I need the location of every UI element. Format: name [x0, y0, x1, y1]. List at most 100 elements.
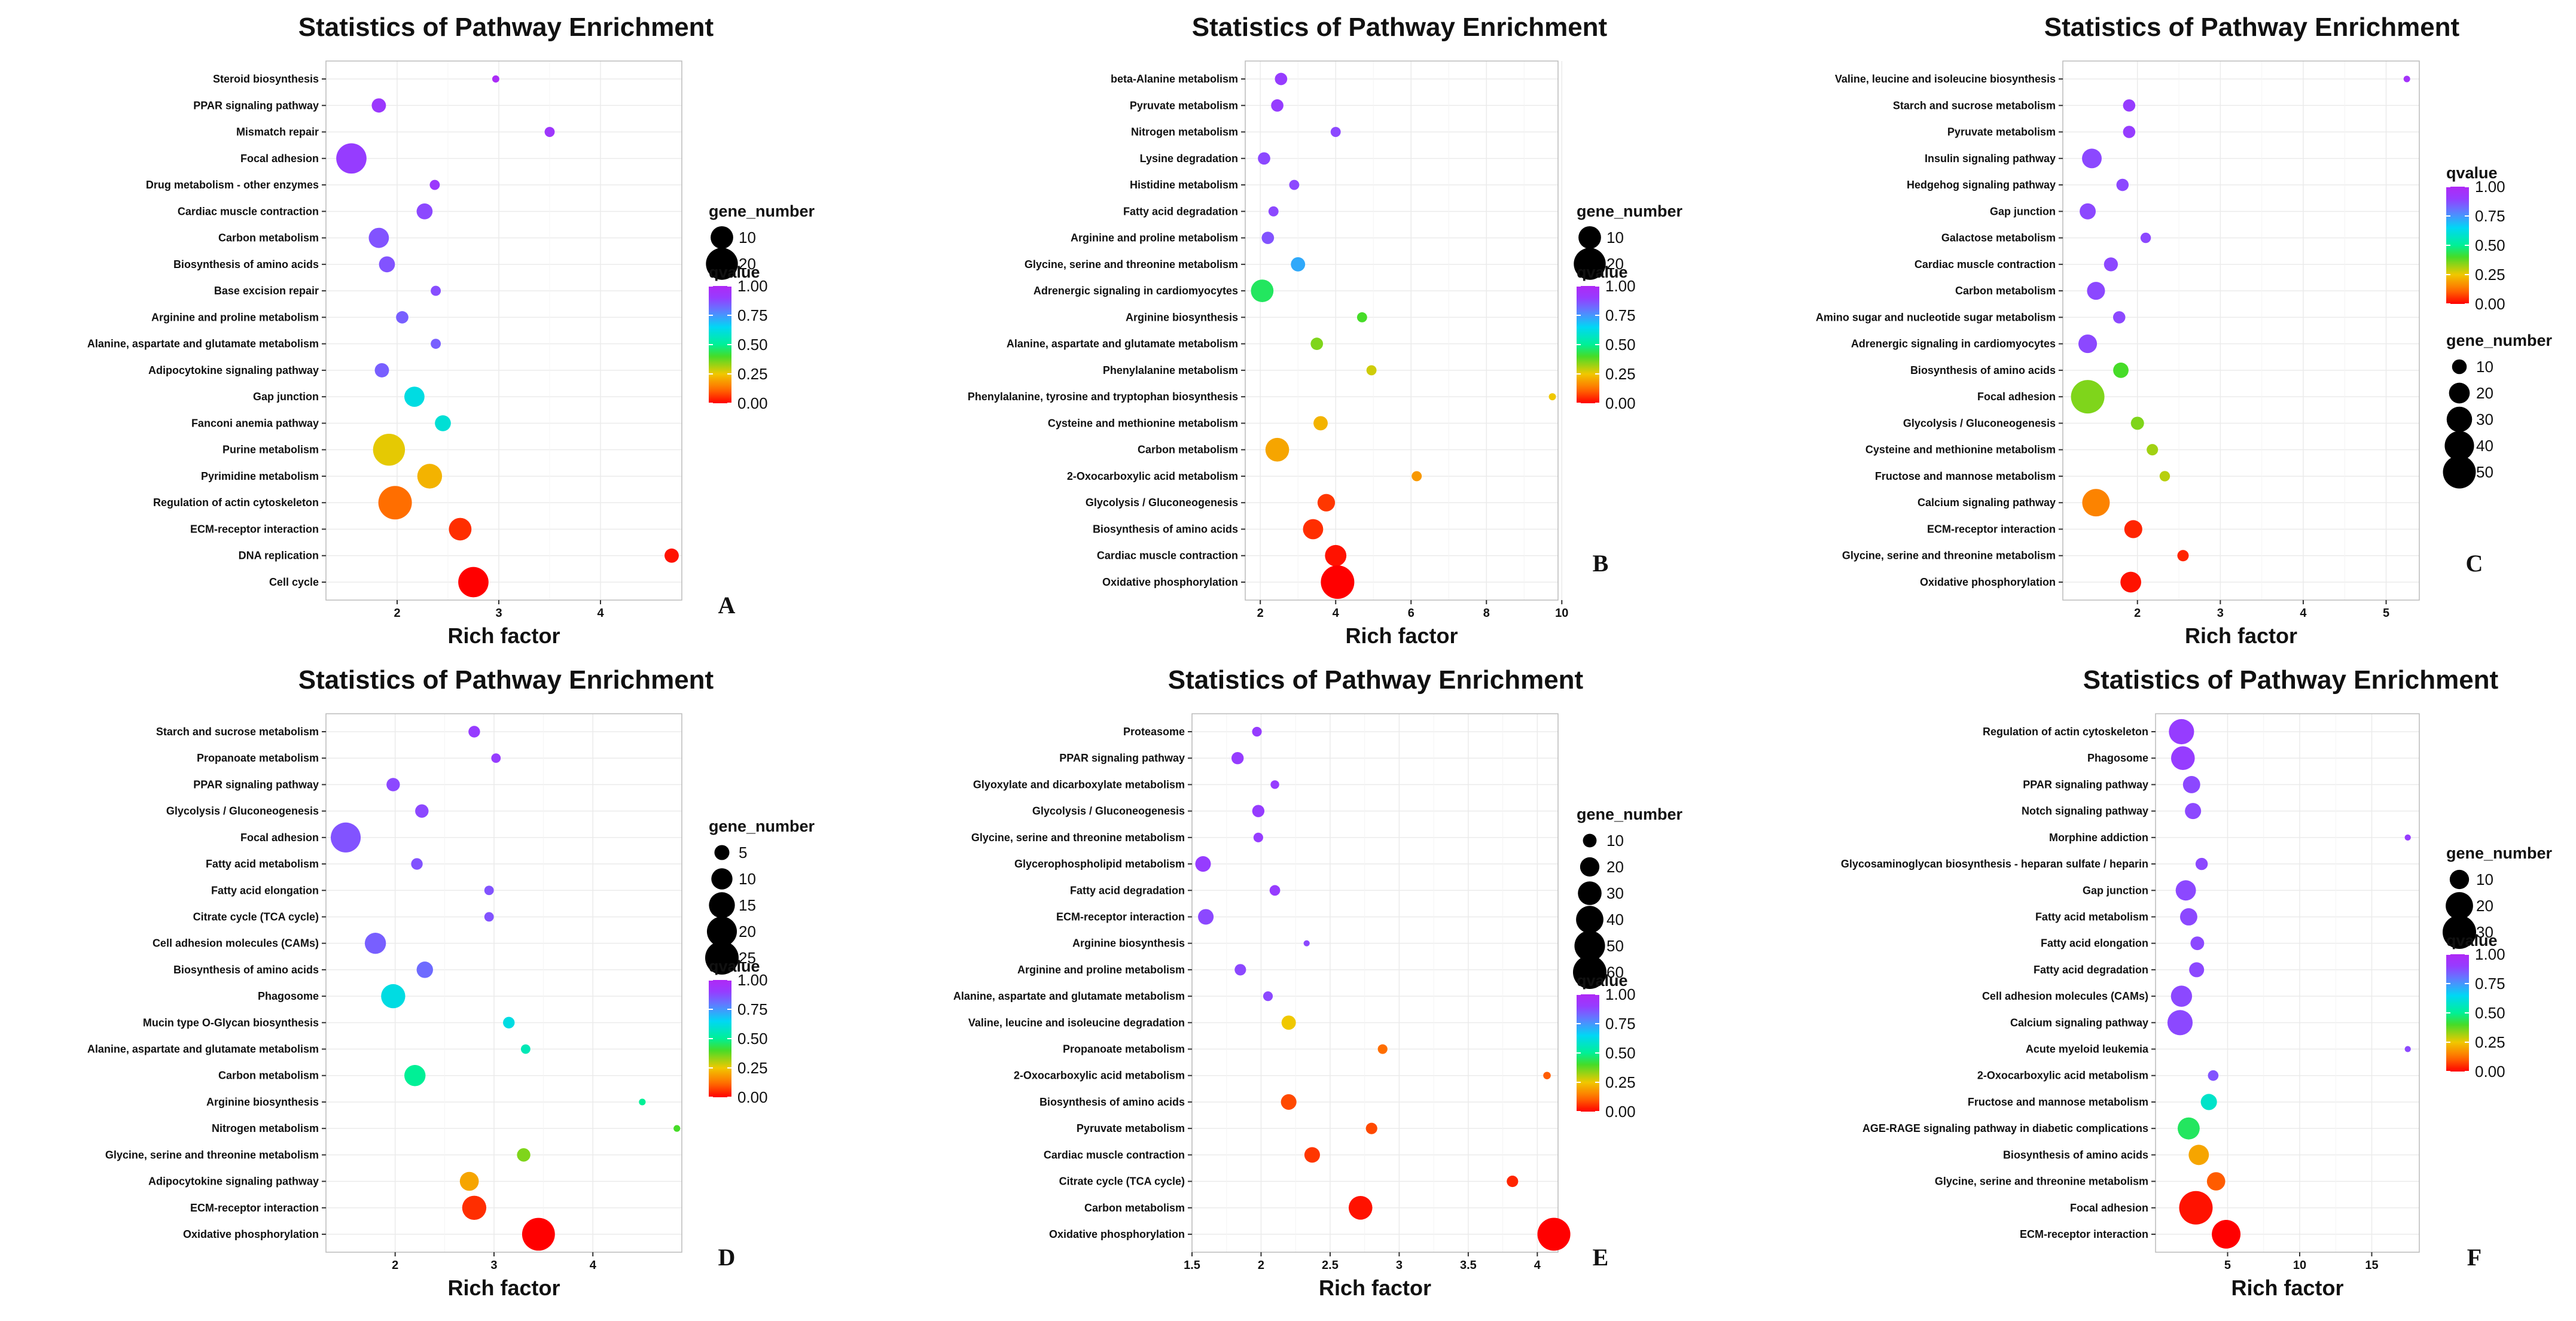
data-point [416, 203, 433, 220]
y-tick-label: Pyruvate metabolism [1130, 99, 1238, 111]
y-tick-label: Fatty acid degradation [2034, 964, 2148, 976]
y-tick-label: Hedgehog signaling pathway [1907, 179, 2056, 191]
data-point [2116, 178, 2129, 191]
y-tick-label: 2-Oxocarboxylic acid metabolism [1977, 1070, 2148, 1082]
y-tick-label: Fatty acid degradation [1123, 205, 1238, 217]
data-point [2404, 834, 2411, 841]
size-legend-key [1578, 881, 1602, 905]
x-tick-label: 15 [2365, 1259, 2378, 1272]
data-point [1252, 726, 1262, 737]
colorbar-label: 0.25 [2475, 266, 2505, 284]
y-tick-label: Arginine and proline metabolism [1071, 232, 1238, 244]
x-tick-label: 2 [1257, 607, 1264, 620]
colorbar-label: 0.25 [1605, 365, 1636, 383]
y-tick-label: Nitrogen metabolism [1131, 126, 1238, 138]
data-point [1234, 964, 1246, 976]
data-point [544, 127, 555, 137]
y-tick-label: Cysteine and methionine metabolism [1048, 417, 1238, 429]
data-point [1270, 780, 1279, 789]
y-tick-label: Regulation of actin cytoskeleton [153, 497, 319, 509]
size-legend-key [709, 892, 735, 918]
colorbar-label: 0.75 [1605, 1015, 1636, 1033]
data-point [2190, 936, 2205, 951]
y-tick-label: Glycine, serine and threonine metabolism [971, 832, 1185, 844]
data-point [484, 885, 494, 896]
colorbar-label: 0.00 [2475, 1063, 2505, 1080]
colorbar-label: 0.75 [737, 306, 768, 324]
data-point [2200, 1094, 2217, 1110]
chart-title: Statistics of Pathway Enrichment [2044, 13, 2460, 42]
y-tick-label: Focal adhesion [2070, 1202, 2148, 1214]
y-tick-label: Biosynthesis of amino acids [173, 258, 319, 270]
x-tick-label: 3 [495, 607, 502, 620]
data-point [484, 912, 494, 922]
data-point [371, 98, 386, 113]
y-tick-label: ECM-receptor interaction [1056, 911, 1185, 923]
data-point [1325, 544, 1347, 567]
data-point [2404, 1046, 2411, 1052]
y-tick-label: Pyruvate metabolism [1947, 126, 2056, 138]
x-axis-label: Rich factor [447, 1276, 560, 1300]
y-tick-label: Mismatch repair [236, 126, 319, 138]
data-point [2078, 334, 2098, 354]
colorbar-label: 0.25 [2475, 1033, 2505, 1051]
colorbar-label: 0.00 [1605, 1103, 1636, 1121]
y-tick-label: Focal adhesion [1977, 391, 2056, 403]
data-point [1303, 519, 1324, 540]
data-point [2104, 257, 2118, 272]
data-point [520, 1044, 531, 1054]
y-tick-label: Fructose and mannose metabolism [1968, 1096, 2148, 1108]
data-point [2140, 232, 2151, 243]
colorbar-label: 0.50 [2475, 236, 2505, 254]
y-tick-label: Oxidative phosphorylation [1102, 576, 1238, 588]
size-legend-key [2449, 869, 2470, 890]
y-tick-label: Purine metabolism [222, 444, 319, 456]
data-point [664, 548, 679, 563]
x-tick-label: 4 [1534, 1259, 1541, 1272]
x-tick-label: 2 [1258, 1259, 1264, 1272]
y-tick-label: Biosynthesis of amino acids [1910, 364, 2056, 376]
x-tick-label: 3 [2217, 607, 2224, 620]
y-tick-label: Fatty acid degradation [1070, 884, 1185, 896]
y-tick-label: Histidine metabolism [1130, 179, 1238, 191]
data-point [1291, 257, 1306, 272]
data-point [2179, 1191, 2213, 1225]
y-tick-label: Glycolysis / Gluconeogenesis [166, 805, 319, 817]
size-legend-key [705, 941, 739, 975]
color-legend-title: qvalue [1577, 972, 1628, 990]
x-tick-label: 4 [597, 607, 604, 620]
data-point [381, 984, 406, 1009]
data-point [2147, 444, 2159, 456]
y-tick-label: Phenylalanine, tyrosine and tryptophan b… [968, 391, 1238, 403]
size-legend-label: 20 [1606, 255, 1624, 273]
chart-panel-C: Statistics of Pathway Enrichment Valine, … [1816, 13, 2553, 648]
x-tick-label: 2 [2134, 607, 2141, 620]
y-tick-label: Amino sugar and nucleotide sugar metabol… [1816, 311, 2056, 323]
y-tick-label: AGE-RAGE signaling pathway in diabetic c… [1862, 1122, 2148, 1134]
data-point [2179, 908, 2197, 926]
data-point [492, 75, 499, 83]
data-point [379, 256, 395, 273]
data-point [2123, 126, 2136, 138]
colorbar-label: 0.00 [737, 1088, 768, 1106]
colorbar-label: 1.00 [2475, 178, 2505, 196]
chart-title: Statistics of Pathway Enrichment [298, 13, 714, 42]
y-tick-label: Notch signaling pathway [2022, 805, 2148, 817]
colorbar-label: 0.25 [1605, 1073, 1636, 1091]
y-tick-label: Carbon metabolism [218, 1070, 319, 1082]
y-tick-label: PPAR signaling pathway [2023, 778, 2148, 790]
y-tick-label: Valine, leucine and isoleucine biosynthe… [1835, 73, 2056, 85]
x-tick-label: 3.5 [1460, 1259, 1477, 1272]
size-legend-label: 40 [2476, 437, 2493, 455]
data-point [2188, 1145, 2209, 1165]
y-tick-label: Alanine, aspartate and glutamate metabol… [87, 338, 319, 350]
y-tick-label: Biosynthesis of amino acids [173, 964, 319, 976]
size-legend-label: 10 [1606, 229, 1624, 246]
size-legend-title: gene_number [2446, 844, 2553, 862]
size-legend-label: 20 [2476, 897, 2493, 915]
panel-label: D [718, 1244, 736, 1271]
x-tick-label: 6 [1408, 607, 1414, 620]
data-point [404, 1065, 426, 1086]
plot-area [326, 61, 682, 600]
colorbar-label: 0.25 [737, 1059, 768, 1077]
